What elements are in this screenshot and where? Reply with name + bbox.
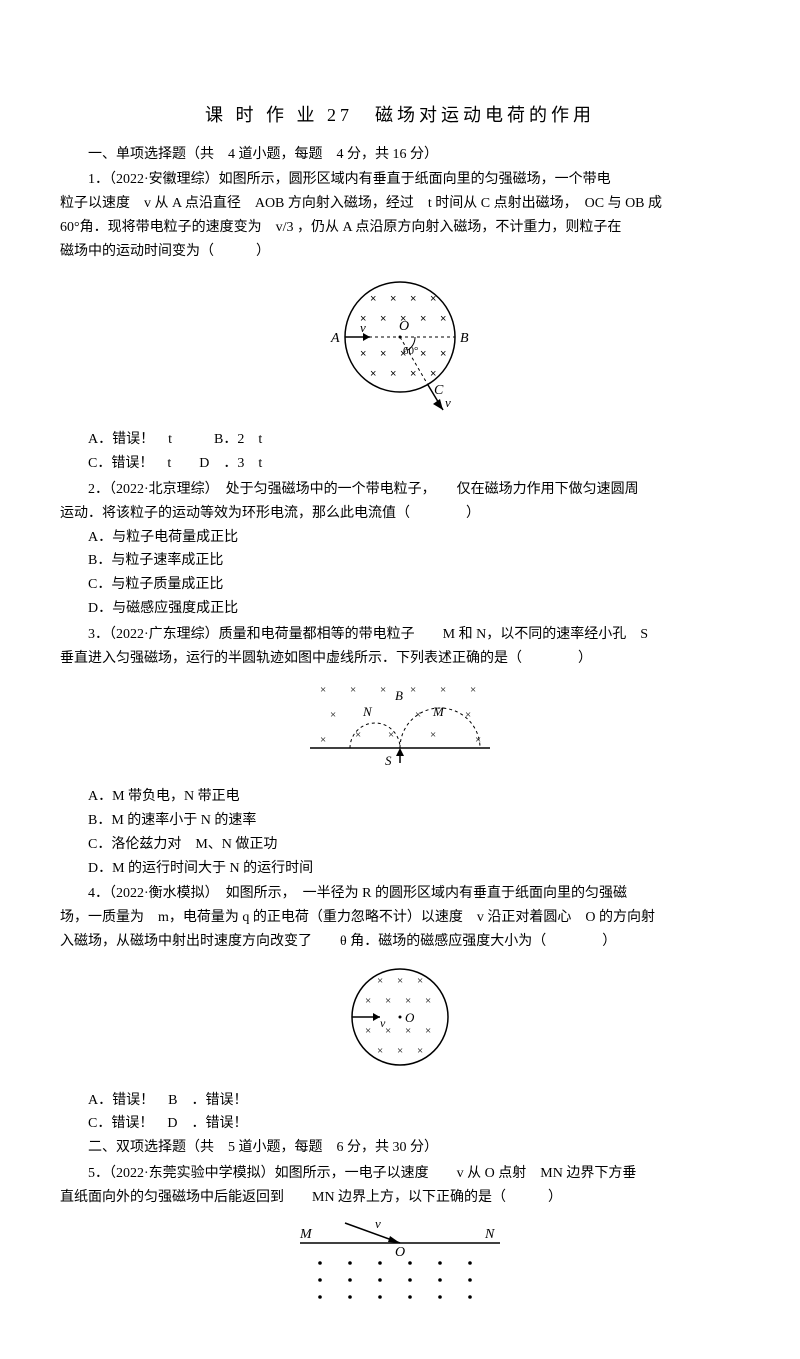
q1-line4: 磁场中的运动时间变为（ ） xyxy=(60,240,740,264)
q3-opt-a: A．M 带负电，N 带正电 xyxy=(60,785,740,809)
figure-4: M O N v xyxy=(60,1218,740,1312)
svg-text:×: × xyxy=(330,709,336,721)
q1-line3: 60°角．现将带电粒子的速度变为 v/3 ，仍从 A 点沿原方向射入磁场，不计重… xyxy=(60,216,740,240)
q1-line2: 粒子以速度 v 从 A 点沿直径 AOB 方向射入磁场，经过 t 时间从 C 点… xyxy=(60,192,740,216)
q1-opt-a: A．错误！ t B．2 t xyxy=(60,428,740,452)
fig4-label-o: O xyxy=(395,1245,405,1260)
svg-text:×: × xyxy=(320,734,326,746)
svg-text:×: × xyxy=(425,1025,431,1037)
svg-text:×: × xyxy=(410,293,416,305)
svg-text:×: × xyxy=(417,975,423,987)
svg-text:×: × xyxy=(365,1025,371,1037)
figure-3: ××× ×××× ×××× ××× O v xyxy=(60,962,740,1081)
svg-text:×: × xyxy=(440,348,446,360)
fig3-label-v: v xyxy=(380,1016,386,1030)
fig4-label-n: N xyxy=(484,1227,495,1242)
svg-text:×: × xyxy=(397,975,403,987)
fig2-label-m: M xyxy=(432,704,445,719)
svg-text:×: × xyxy=(380,684,386,696)
q3-line1: 3．（2022·广东理综）质量和电荷量都相等的带电粒子 M 和 N，以不同的速率… xyxy=(60,623,740,647)
fig1-label-v2: v xyxy=(445,395,451,410)
q2-line2: 运动．将该粒子的运动等效为环形电流，那么此电流值（ ） xyxy=(60,502,740,526)
svg-text:×: × xyxy=(388,729,394,741)
fig3-label-o: O xyxy=(405,1010,415,1025)
fig1-angle: 60° xyxy=(403,345,418,357)
page-title: 课 时 作 业 27 磁场对运动电荷的作用 xyxy=(60,100,740,131)
fig2-label-n: N xyxy=(362,704,373,719)
section1-header: 一、单项选择题（共 4 道小题，每题 4 分，共 16 分） xyxy=(60,143,740,167)
fig1-label-a: A xyxy=(330,331,340,346)
svg-text:×: × xyxy=(440,313,446,325)
q5-line2: 直纸面向外的匀强磁场中后能返回到 MN 边界上方，以下正确的是（ ） xyxy=(60,1186,740,1210)
svg-text:×: × xyxy=(390,293,396,305)
svg-text:×: × xyxy=(365,995,371,1007)
svg-text:×: × xyxy=(415,709,421,721)
fig2-label-b: B xyxy=(395,688,403,703)
fig1-label-o: O xyxy=(399,319,409,334)
svg-text:×: × xyxy=(380,313,386,325)
q2-opt-d: D．与磁感应强度成正比 xyxy=(60,597,740,621)
svg-text:×: × xyxy=(470,684,476,696)
svg-text:×: × xyxy=(425,995,431,1007)
svg-text:×: × xyxy=(385,1025,391,1037)
svg-text:×: × xyxy=(420,348,426,360)
fig4-label-v: v xyxy=(375,1218,381,1231)
svg-text:×: × xyxy=(440,684,446,696)
svg-text:×: × xyxy=(430,368,436,380)
svg-text:×: × xyxy=(410,684,416,696)
fig1-label-c: C xyxy=(434,383,444,398)
section2-header: 二、双项选择题（共 5 道小题，每题 6 分，共 30 分） xyxy=(60,1136,740,1160)
fig1-label-b: B xyxy=(460,331,469,346)
q2-opt-a: A．与粒子电荷量成正比 xyxy=(60,526,740,550)
svg-text:×: × xyxy=(405,1025,411,1037)
svg-text:×: × xyxy=(350,684,356,696)
svg-text:×: × xyxy=(377,975,383,987)
svg-text:×: × xyxy=(397,1045,403,1057)
svg-text:×: × xyxy=(420,313,426,325)
svg-text:×: × xyxy=(410,368,416,380)
fig1-label-v1: v xyxy=(360,320,366,335)
svg-text:×: × xyxy=(355,729,361,741)
q4-opt-a: A．错误！ B ．错误！ xyxy=(60,1089,740,1113)
q3-opt-d: D．M 的运行时间大于 N 的运行时间 xyxy=(60,857,740,881)
q2-opt-b: B．与粒子速率成正比 xyxy=(60,549,740,573)
svg-text:×: × xyxy=(370,293,376,305)
fig4-label-m: M xyxy=(299,1227,313,1242)
q1-line1: 1．（2022·安徽理综）如图所示，圆形区域内有垂直于纸面向里的匀强磁场，一个带… xyxy=(60,168,740,192)
fig2-label-s: S xyxy=(385,753,392,768)
svg-text:×: × xyxy=(380,348,386,360)
svg-text:×: × xyxy=(385,995,391,1007)
svg-text:×: × xyxy=(465,709,471,721)
q5-line1: 5．（2022·东莞实验中学模拟）如图所示，一电子以速度 v 从 O 点射 MN… xyxy=(60,1162,740,1186)
q3-opt-c: C．洛伦兹力对 M、N 做正功 xyxy=(60,833,740,857)
svg-text:×: × xyxy=(370,368,376,380)
svg-text:×: × xyxy=(377,1045,383,1057)
q2-line1: 2．（2022·北京理综） 处于匀强磁场中的一个带电粒子， 仅在磁场力作用下做匀… xyxy=(60,478,740,502)
svg-text:×: × xyxy=(475,734,481,746)
svg-text:×: × xyxy=(390,368,396,380)
q4-line1: 4．（2022·衡水模拟） 如图所示， 一半径为 R 的圆形区域内有垂直于纸面向… xyxy=(60,882,740,906)
figure-2: × × × × × × × × × × × × × × B N M S xyxy=(60,678,740,777)
svg-text:×: × xyxy=(405,995,411,1007)
q4-line3: 入磁场，从磁场中射出时速度方向改变了 θ 角．磁场的磁感应强度大小为（ ） xyxy=(60,930,740,954)
q3-line2: 垂直进入匀强磁场，运行的半圆轨迹如图中虚线所示．下列表述正确的是（ ） xyxy=(60,647,740,671)
svg-text:×: × xyxy=(430,729,436,741)
svg-text:×: × xyxy=(360,348,366,360)
q3-opt-b: B．M 的速率小于 N 的速率 xyxy=(60,809,740,833)
svg-text:×: × xyxy=(320,684,326,696)
q4-line2: 场，一质量为 m，电荷量为 q 的正电荷（重力忽略不计）以速度 v 沿正对着圆心… xyxy=(60,906,740,930)
svg-text:×: × xyxy=(417,1045,423,1057)
q2-opt-c: C．与粒子质量成正比 xyxy=(60,573,740,597)
svg-text:×: × xyxy=(430,293,436,305)
figure-1: ×××× ××××× ××××× ×××× A B O C v v 60° xyxy=(60,272,740,421)
q1-opt-c: C．错误！ t D ．3 t xyxy=(60,452,740,476)
q4-opt-c: C．错误！ D ．错误！ xyxy=(60,1112,740,1136)
